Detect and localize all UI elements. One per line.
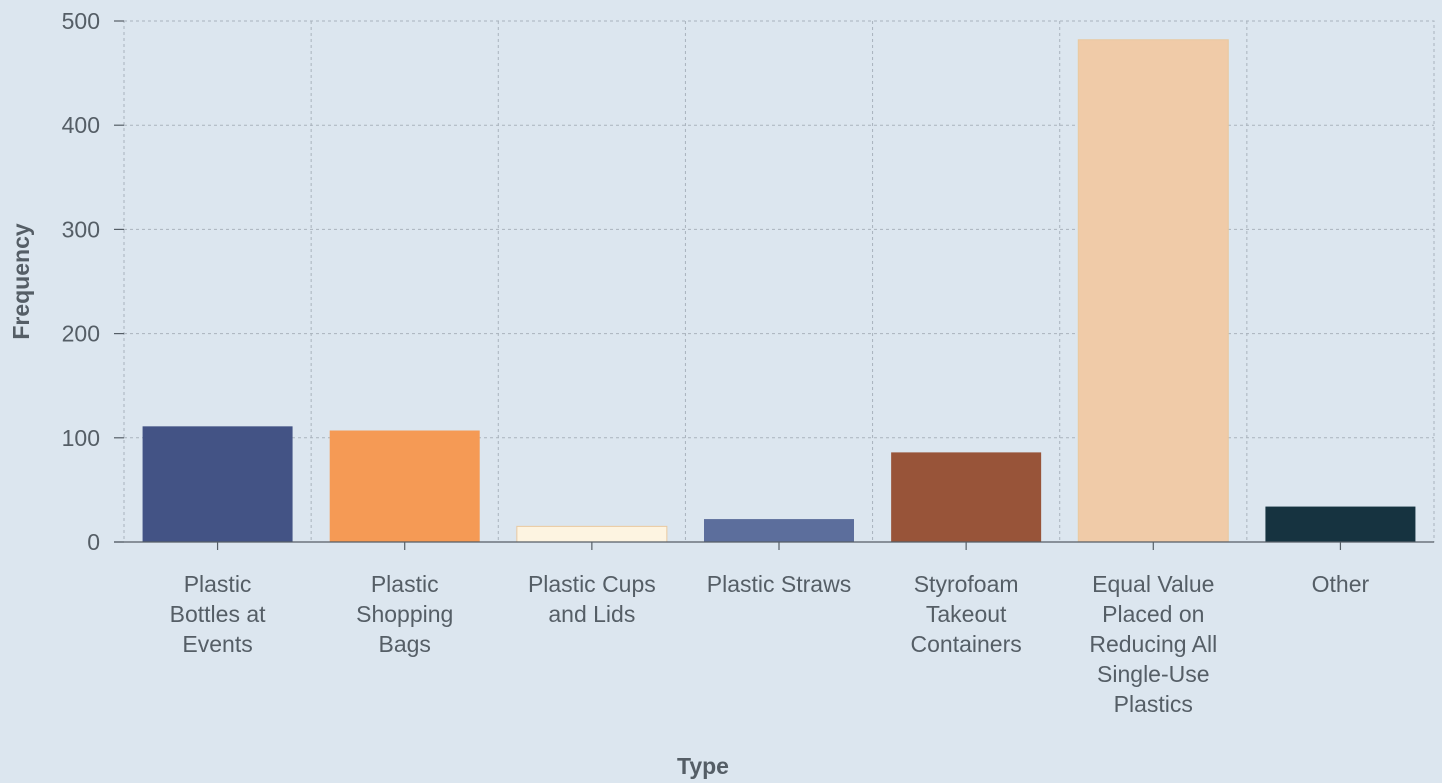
x-tick-label-line: Single-Use <box>1097 661 1210 687</box>
bar <box>704 519 854 542</box>
y-tick-label: 100 <box>62 425 100 451</box>
x-tick-label: Plastic Cups and Lids <box>528 571 656 627</box>
y-axis-title: Frequency <box>8 223 34 340</box>
x-tick-label-line: Plastic <box>184 571 252 597</box>
bar <box>1265 506 1416 542</box>
y-tick-label: 300 <box>62 216 100 242</box>
x-tick-label-line: Containers <box>911 631 1022 657</box>
x-tick-label-line: Events <box>182 631 252 657</box>
x-tick-label-line: Plastics <box>1114 691 1193 717</box>
bars <box>142 39 1416 543</box>
x-tick-label: Plastic Straws <box>707 571 851 597</box>
x-tick-label-line: Styrofoam <box>914 571 1019 597</box>
bar <box>516 525 668 543</box>
bar <box>142 426 293 542</box>
x-tick-label-line: Plastic Cups <box>528 571 656 597</box>
x-tick-label-line: Equal Value <box>1092 571 1214 597</box>
x-tick-label-line: and Lids <box>548 601 635 627</box>
x-tick-label: Equal Value Placed on Reducing All Single-U… <box>1089 571 1217 717</box>
grid <box>123 20 1435 543</box>
axes <box>114 20 1434 550</box>
x-tick-label: Plastic Bottles at Events <box>170 571 266 657</box>
x-tick-label-line: Reducing All <box>1089 631 1217 657</box>
x-tick-label: Plastic Shopping Bags <box>356 571 453 657</box>
x-tick-label-line: Shopping <box>356 601 453 627</box>
bar <box>1077 39 1229 543</box>
y-tick-label: 500 <box>62 8 100 34</box>
x-tick-label: Other <box>1312 571 1370 597</box>
plot-border <box>123 20 1435 543</box>
y-tick-label: 400 <box>62 112 100 138</box>
x-tick-label-line: Plastic Straws <box>707 571 851 597</box>
x-tick-label-line: Takeout <box>926 601 1007 627</box>
x-tick-label: Styrofoam Takeout Containers <box>911 571 1022 657</box>
bar <box>329 430 480 542</box>
y-tick-label: 0 <box>87 529 100 555</box>
x-tick-label-line: Bottles at <box>170 601 266 627</box>
y-tick-label: 200 <box>62 321 100 347</box>
x-tick-label-line: Bags <box>378 631 430 657</box>
x-tick-label-line: Placed on <box>1102 601 1204 627</box>
x-axis-title: Type <box>677 753 729 779</box>
x-tick-label-line: Other <box>1312 571 1370 597</box>
x-tick-label-line: Plastic <box>371 571 439 597</box>
bar <box>891 452 1042 542</box>
